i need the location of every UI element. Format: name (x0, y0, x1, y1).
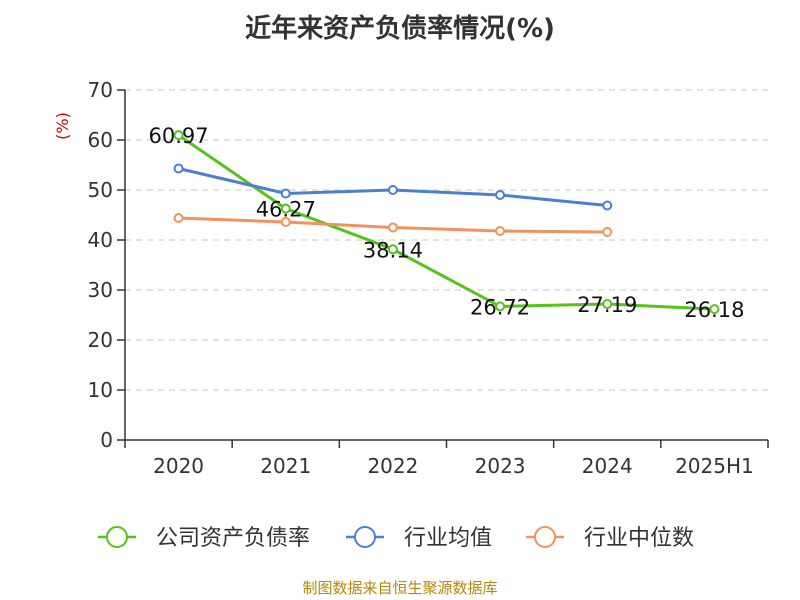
data-label: 60.97 (149, 124, 209, 148)
y-tick-label: 20 (88, 328, 113, 352)
legend-label: 公司资产负债率 (156, 526, 310, 551)
data-point (173, 130, 184, 141)
y-tick-label: 50 (88, 178, 113, 202)
data-label: 27.19 (577, 293, 637, 317)
y-tick-label: 10 (88, 378, 113, 402)
y-tick-label: 40 (88, 228, 113, 252)
grid-lines (125, 89, 768, 391)
y-tick-label: 30 (88, 278, 113, 302)
legend-swatch-marker (534, 526, 556, 548)
y-tick-label: 70 (88, 78, 113, 102)
data-point (709, 304, 720, 315)
data-point (602, 227, 613, 237)
axes: 0 10 20 30 40 50 60 70 2020 2021 2022 2023 2024 2025H… (88, 78, 769, 478)
data-point (280, 188, 291, 199)
data-point (495, 190, 506, 200)
data-point (602, 299, 613, 310)
data-point (173, 213, 184, 223)
data-point (387, 244, 398, 255)
x-tick-label: 2023 (475, 454, 526, 478)
series-line (177, 133, 715, 311)
data-point (602, 200, 613, 211)
x-tick-label: 2025H1 (675, 454, 754, 478)
data-label: 26.18 (684, 298, 744, 322)
legend-label: 行业均值 (404, 526, 492, 551)
x-tick-label: 2024 (582, 454, 633, 478)
source-note: 制图数据来自恒生聚源数据库 (302, 579, 498, 597)
x-tick-label: 2022 (367, 454, 418, 478)
data-label: 26.72 (470, 295, 530, 319)
data-label: 46.27 (256, 198, 316, 222)
x-tick-label: 2020 (153, 454, 204, 478)
data-point (280, 217, 291, 227)
series-lines (173, 130, 720, 315)
data-point (280, 203, 291, 214)
legend-item[interactable]: 行业均值 (346, 526, 492, 551)
data-point (495, 301, 506, 312)
y-tick-label: 60 (88, 128, 113, 152)
chart-title: 近年来资产负债率情况(%) (245, 14, 555, 44)
data-point (173, 163, 184, 174)
legend-swatch-marker (106, 526, 128, 548)
data-point (387, 185, 398, 195)
legend[interactable]: 公司资产负债率 行业均值 行业中位数 (98, 526, 694, 551)
legend-item[interactable]: 行业中位数 (526, 526, 694, 551)
legend-label: 行业中位数 (584, 526, 694, 551)
y-axis-title: (%) (53, 112, 72, 140)
legend-item[interactable]: 公司资产负债率 (98, 526, 310, 551)
data-label: 38.14 (363, 238, 423, 262)
data-labels: 60.97 46.27 38.14 26.72 27.19 26.18 (149, 124, 745, 322)
y-tick-label: 0 (100, 428, 113, 452)
x-tick-label: 2021 (260, 454, 311, 478)
legend-swatch-marker (354, 526, 376, 548)
data-point (387, 222, 398, 233)
data-point (495, 226, 506, 236)
